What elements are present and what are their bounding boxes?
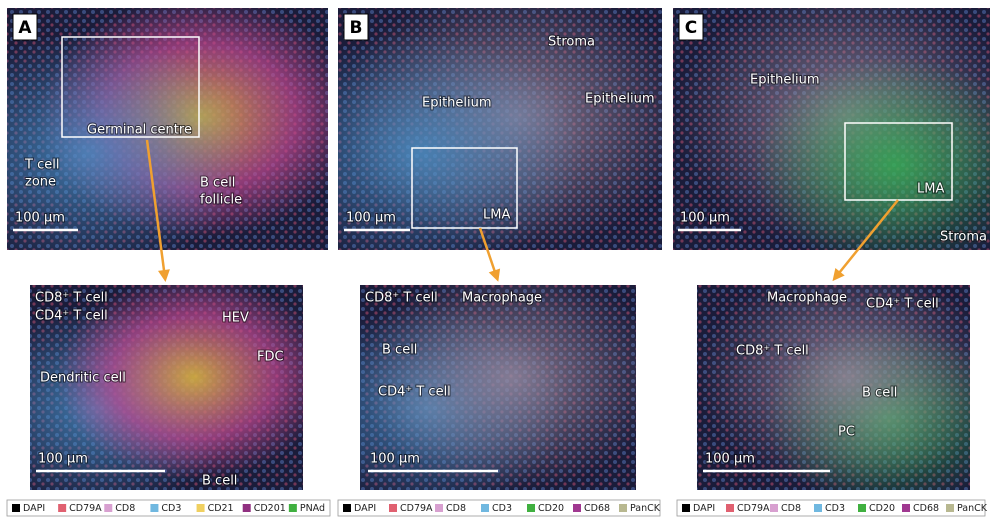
image-label: B cell [202, 474, 237, 489]
image-label: T cell [24, 158, 59, 173]
legend-swatch [343, 504, 351, 512]
image-label: CD4⁺ T cell [35, 309, 108, 324]
legend-swatch [858, 504, 866, 512]
legend-label: DAPI [693, 503, 715, 514]
legend-swatch [619, 504, 627, 512]
legend-swatch [946, 504, 954, 512]
image-label: B cell [382, 343, 417, 358]
image-label: PC [838, 425, 855, 440]
legend-label: CD3 [825, 503, 845, 514]
image-label: Epithelium [422, 96, 492, 111]
image-label: Epithelium [585, 92, 655, 107]
legend-swatch [527, 504, 535, 512]
legend-label: PanCK [957, 503, 988, 514]
legend-label: CD79A [400, 503, 433, 514]
image-label: Stroma [548, 35, 595, 50]
image-label: Germinal centre [87, 123, 192, 138]
legend-swatch [150, 504, 158, 512]
arrow-head [158, 269, 170, 282]
legend-label: CD20 [869, 503, 895, 514]
image-label: CD8⁺ T cell [736, 344, 809, 359]
image-label: Macrophage [462, 291, 542, 306]
legend-swatch [481, 504, 489, 512]
scale-bar-label: 100 µm [346, 211, 396, 226]
legend-label: CD79A [69, 503, 102, 514]
legend-swatch [104, 504, 112, 512]
image-label: Macrophage [767, 291, 847, 306]
image-label: CD4⁺ T cell [378, 385, 451, 400]
legend-label: CD21 [208, 503, 234, 514]
legend-swatch [58, 504, 66, 512]
image-label: B cell [200, 176, 235, 191]
legend-label: CD8 [781, 503, 801, 514]
legend-label: DAPI [23, 503, 45, 514]
scale-bar-label: 100 µm [680, 211, 730, 226]
panel-letter: C [685, 18, 697, 38]
legend-label: DAPI [354, 503, 376, 514]
legend-swatch [435, 504, 443, 512]
legend-swatch [573, 504, 581, 512]
image-label: Epithelium [750, 73, 820, 88]
image-label: follicle [200, 193, 242, 208]
legend-swatch [389, 504, 397, 512]
legend-label: CD68 [913, 503, 939, 514]
panel-letter: B [350, 18, 363, 38]
arrow-head [489, 268, 500, 281]
image-label: HEV [222, 311, 249, 326]
legend-label: PanCK [630, 503, 661, 514]
legend-label: CD3 [492, 503, 512, 514]
image-label: CD4⁺ T cell [866, 297, 939, 312]
figure: A Germinal centre T cell zone B cell follicle… [0, 0, 991, 517]
image-label: Dendritic cell [40, 371, 126, 386]
legend-label: CD79A [737, 503, 770, 514]
legend-label: CD8 [446, 503, 466, 514]
image-label: B cell [862, 386, 897, 401]
scale-bar-label: 100 µm [370, 452, 420, 467]
image-label: Stroma [940, 230, 987, 245]
legend-swatch [12, 504, 20, 512]
scale-bar-label: 100 µm [15, 211, 65, 226]
legend-swatch [770, 504, 778, 512]
image-label: LMA [917, 182, 944, 197]
legend-swatch [289, 504, 297, 512]
legend-label: CD8 [115, 503, 135, 514]
legend-swatch [243, 504, 251, 512]
legend-swatch [682, 504, 690, 512]
image-label: FDC [257, 350, 284, 365]
legend-swatch [197, 504, 205, 512]
legend-label: CD3 [161, 503, 181, 514]
legend-swatch [814, 504, 822, 512]
legend-label: PNAd [300, 503, 325, 514]
legend-swatch [902, 504, 910, 512]
image-label: LMA [483, 208, 510, 223]
image-label: CD8⁺ T cell [35, 291, 108, 306]
legend-swatch [726, 504, 734, 512]
legend-label: CD68 [584, 503, 610, 514]
scale-bar-label: 100 µm [705, 452, 755, 467]
legend-label: CD201 [254, 503, 286, 514]
legend-label: CD20 [538, 503, 564, 514]
image-label: zone [25, 175, 56, 190]
panel-letter: A [18, 18, 32, 38]
image-label: CD8⁺ T cell [365, 291, 438, 306]
scale-bar-label: 100 µm [38, 452, 88, 467]
